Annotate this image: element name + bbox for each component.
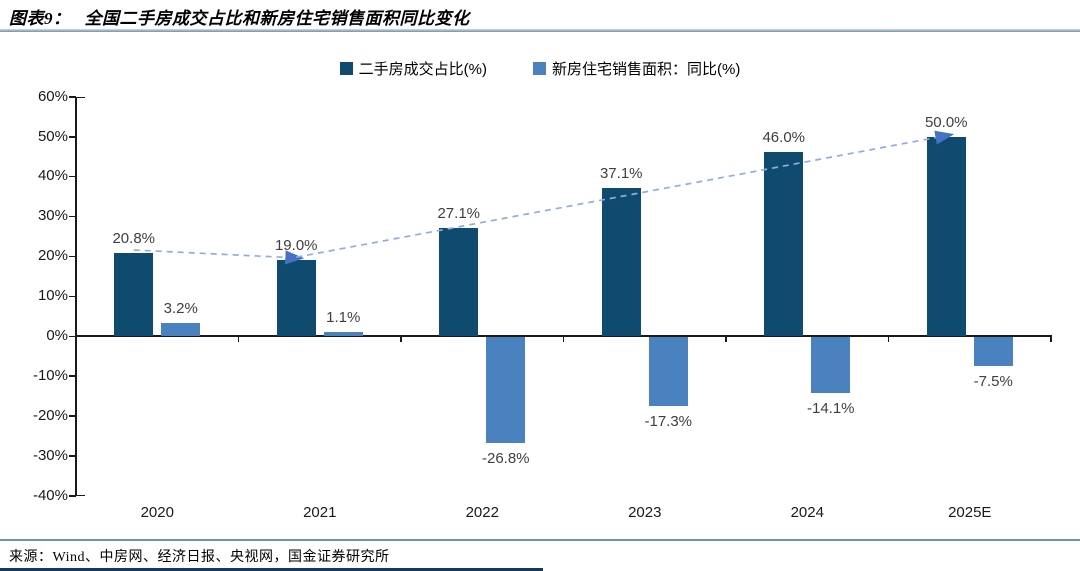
bar-新房住宅销售面积：同比(%) <box>323 331 363 336</box>
legend-item-series1: 二手房成交占比(%) <box>339 58 487 79</box>
bar-二手房成交占比(%) <box>276 260 316 336</box>
legend-swatch-series2-icon <box>533 62 546 75</box>
x-axis-tick <box>1050 336 1052 342</box>
y-axis-tick-label: 10% <box>37 287 68 305</box>
y-axis-bottom-cap <box>75 494 85 497</box>
x-axis-category-label: 2025E <box>948 504 992 521</box>
source-note: 来源：Wind、中房网、经济日报、央视网，国金证券研究所 <box>9 550 390 565</box>
y-axis-tick <box>69 335 76 337</box>
legend-label-series1: 二手房成交占比(%) <box>358 61 487 78</box>
y-axis-tick-label: -40% <box>32 486 68 504</box>
y-axis-tick-label: 30% <box>37 207 68 225</box>
y-axis-tick-label: 20% <box>37 247 68 265</box>
figure-title: 图表9： 全国二手房成交占比和新房住宅销售面积同比变化 <box>9 4 470 29</box>
bar-二手房成交占比(%) <box>114 253 154 336</box>
x-axis-tick <box>887 336 890 342</box>
y-axis-tick <box>69 375 76 377</box>
legend-label-series2: 新房住宅销售面积：同比(%) <box>552 61 741 78</box>
y-axis-tick-label: 50% <box>37 127 68 145</box>
bar-二手房成交占比(%) <box>926 136 966 336</box>
legend-swatch-series1-icon <box>339 62 353 75</box>
y-axis-tick <box>69 295 76 298</box>
bar-新房住宅销售面积：同比(%) <box>486 336 526 444</box>
y-axis-line <box>75 96 77 496</box>
x-axis-tick <box>400 336 402 342</box>
data-label: -17.3% <box>644 412 693 430</box>
legend-item-series2: 新房住宅销售面积：同比(%) <box>533 58 740 79</box>
data-label: 46.0% <box>762 129 806 147</box>
data-label: 1.1% <box>326 308 361 326</box>
bar-二手房成交占比(%) <box>764 152 804 336</box>
y-axis-tick-label: 40% <box>37 167 68 185</box>
y-axis-tick <box>69 415 76 417</box>
figure-label: 图表9： <box>9 9 71 28</box>
y-axis-tick <box>69 455 76 457</box>
data-label: 20.8% <box>112 230 156 247</box>
data-label: 50.0% <box>924 113 968 131</box>
y-axis-tick <box>69 215 76 218</box>
data-label: 3.2% <box>163 300 198 318</box>
data-label: 27.1% <box>437 204 481 222</box>
data-label: -26.8% <box>481 450 530 468</box>
x-axis-category-label: 2022 <box>465 504 499 521</box>
bar-二手房成交占比(%) <box>601 187 641 336</box>
y-axis-tick <box>69 255 76 258</box>
y-axis-tick-label: 60% <box>37 87 68 105</box>
data-label: -14.1% <box>806 399 855 417</box>
bottom-section-rule <box>0 568 543 571</box>
x-axis-tick <box>562 336 565 342</box>
bar-新房住宅销售面积：同比(%) <box>648 336 688 406</box>
x-axis-category-label: 2021 <box>303 504 337 521</box>
x-axis-tick <box>237 336 240 342</box>
data-label: 37.1% <box>599 164 643 182</box>
figure-title-text: 全国二手房成交占比和新房住宅销售面积同比变化 <box>84 9 470 28</box>
x-axis-category-label: 2023 <box>628 504 662 521</box>
y-axis-tick <box>69 136 76 138</box>
data-label: -7.5% <box>973 373 1013 391</box>
bar-新房住宅销售面积：同比(%) <box>973 336 1013 367</box>
y-axis-tick-label: 0% <box>46 327 68 344</box>
y-axis-tick <box>69 495 76 497</box>
bar-新房住宅销售面积：同比(%) <box>161 323 201 336</box>
y-axis-tick <box>69 96 76 98</box>
y-axis-tick-label: -20% <box>32 406 68 424</box>
x-axis-category-label: 2024 <box>790 504 824 521</box>
y-axis-tick-label: -30% <box>32 446 68 464</box>
data-label: 19.0% <box>274 237 318 255</box>
y-axis-tick <box>69 175 76 178</box>
title-underline-rule <box>0 29 1080 32</box>
x-axis-category-label: 2020 <box>140 504 174 521</box>
x-axis-zero-line <box>75 334 1052 337</box>
chart-legend: 二手房成交占比(%) 新房住宅销售面积：同比(%) <box>0 58 1080 79</box>
source-divider-rule <box>0 539 1080 541</box>
x-axis-tick <box>725 336 727 342</box>
y-axis-tick-label: -10% <box>32 366 68 384</box>
y-axis-top-cap <box>75 96 85 99</box>
bar-新房住宅销售面积：同比(%) <box>811 336 851 393</box>
bar-二手房成交占比(%) <box>439 227 479 336</box>
